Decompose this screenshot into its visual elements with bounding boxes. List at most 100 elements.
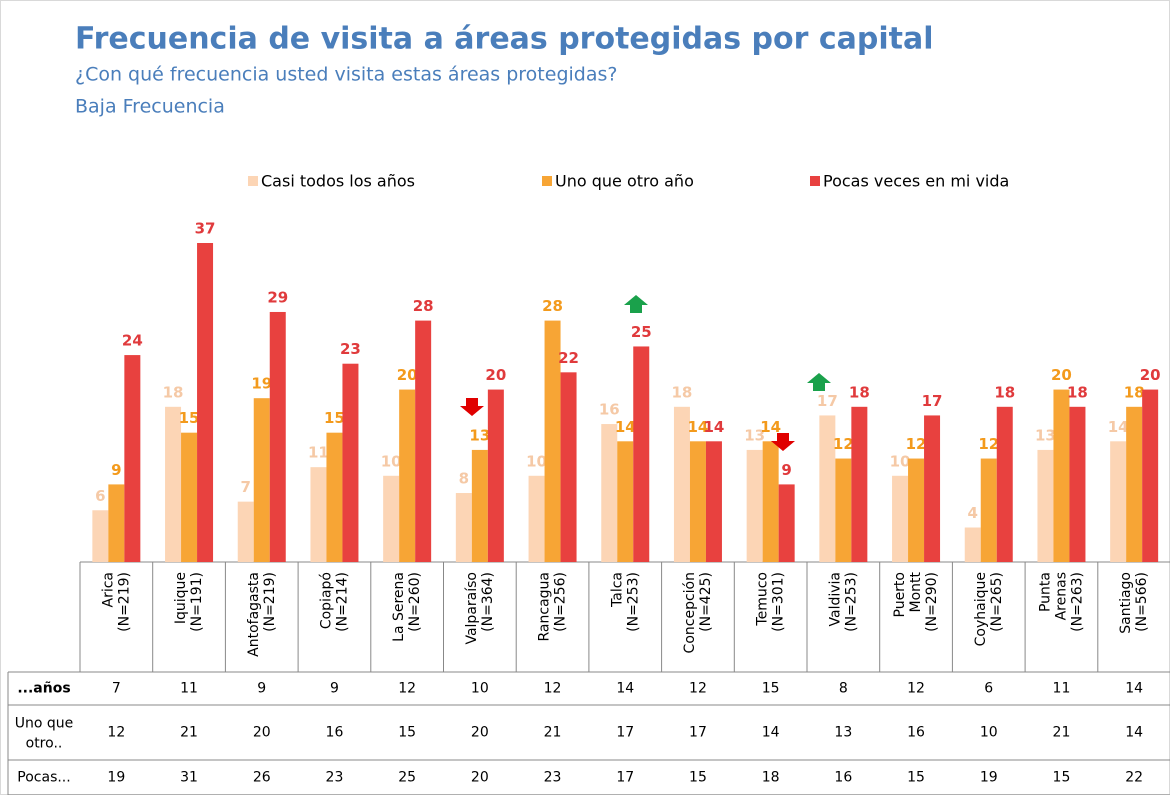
- value-label: 19: [251, 375, 272, 393]
- x-tick-label: (N=566): [1134, 572, 1150, 632]
- x-tick-label: Arica: [100, 572, 116, 608]
- table-cell: 12: [689, 681, 707, 697]
- row-label: Uno que otro..: [15, 716, 74, 752]
- table-cell: 14: [1125, 681, 1143, 697]
- value-label: 20: [485, 366, 506, 384]
- value-label: 9: [111, 461, 121, 479]
- legend-swatch: [810, 176, 820, 186]
- x-tick-label: (N=214): [334, 572, 350, 632]
- table-cell: 14: [762, 725, 780, 741]
- bar: [237, 501, 254, 562]
- bar: [778, 484, 795, 562]
- value-label: 13: [1035, 426, 1056, 444]
- data-table: ...años 7 11 9 9 12 10 12 14 12 15 8 12 6 11 14 Uno que o…: [7, 671, 1170, 795]
- value-label: 8: [459, 470, 469, 488]
- value-label: 20: [397, 366, 418, 384]
- bar: [1126, 406, 1143, 562]
- bar: [964, 527, 981, 562]
- value-label: 24: [122, 332, 143, 350]
- bar: [1053, 389, 1070, 562]
- x-tick-label: (N=290): [924, 572, 940, 632]
- row-label: ...años: [17, 681, 70, 697]
- chart-title: Frecuencia de visita a áreas protegidas …: [75, 22, 934, 57]
- table-cell: 11: [1053, 681, 1071, 697]
- value-label: 18: [163, 383, 184, 401]
- table-cell: 20: [253, 725, 271, 741]
- table-cell: 6: [984, 681, 993, 697]
- table-cell: 9: [257, 681, 266, 697]
- value-label: 12: [906, 435, 927, 453]
- value-label: 37: [195, 220, 216, 238]
- x-tick-label: (N=301): [771, 572, 787, 632]
- bar: [835, 458, 852, 562]
- table-cell: 19: [980, 770, 998, 786]
- x-tick-label: Valdivia: [827, 572, 843, 627]
- legend: Casi todos los años Uno que otro año Pocas…: [248, 172, 1009, 191]
- x-tick-label: Talca: [609, 572, 625, 608]
- value-label: 25: [631, 323, 652, 341]
- table-cell: 21: [544, 725, 562, 741]
- bar: [560, 372, 577, 562]
- bar: [197, 243, 214, 562]
- value-label: 7: [241, 478, 251, 496]
- value-label: 12: [833, 435, 854, 453]
- legend-label: Uno que otro año: [555, 172, 694, 191]
- table-cell: 12: [544, 681, 562, 697]
- bar: [415, 320, 432, 562]
- x-tick-label: (N=253): [625, 572, 641, 632]
- table-cell: 7: [112, 681, 121, 697]
- value-label: 29: [267, 288, 288, 306]
- bar: [1037, 449, 1054, 562]
- value-label: 15: [324, 409, 345, 427]
- bar: [689, 441, 706, 562]
- bar: [617, 441, 634, 562]
- legend-label: Casi todos los años: [261, 172, 415, 191]
- bar: [124, 355, 141, 562]
- table-cell: 12: [107, 725, 125, 741]
- value-label: 18: [994, 383, 1015, 401]
- value-label: 20: [1051, 366, 1072, 384]
- bar: [342, 363, 359, 562]
- bar: [705, 441, 722, 562]
- x-tick-label: Concepción: [682, 572, 698, 653]
- table-cell: 16: [834, 770, 852, 786]
- bar: [181, 432, 198, 562]
- bar: [383, 475, 400, 562]
- bar: [544, 320, 561, 562]
- bar: [326, 432, 343, 562]
- bar: [528, 475, 545, 562]
- x-tick-label: (N=263): [1069, 572, 1085, 632]
- table-cell: 21: [1053, 725, 1071, 741]
- value-label: 20: [1140, 366, 1161, 384]
- value-label: 13: [744, 426, 765, 444]
- bar: [310, 467, 327, 562]
- table-cell: 15: [907, 770, 925, 786]
- value-label: 18: [672, 383, 693, 401]
- bar: [471, 449, 488, 562]
- table-cell: 31: [180, 770, 198, 786]
- bar: [1142, 389, 1159, 562]
- value-label: 16: [599, 401, 620, 419]
- table-cell: 8: [839, 681, 848, 697]
- value-label: 14: [760, 418, 781, 436]
- value-label: 18: [1067, 383, 1088, 401]
- table-cell: 13: [834, 725, 852, 741]
- table-cell: 16: [907, 725, 925, 741]
- table-cell: 14: [1125, 725, 1143, 741]
- table-cell: 26: [253, 770, 271, 786]
- table-cell: 12: [907, 681, 925, 697]
- table-cell: 10: [471, 681, 489, 697]
- value-label: 13: [469, 426, 490, 444]
- value-label: 12: [978, 435, 999, 453]
- table-cell: 22: [1125, 770, 1143, 786]
- bar: [673, 406, 690, 562]
- legend-swatch: [248, 176, 258, 186]
- x-tick-label: Coyhaique: [973, 572, 989, 646]
- bar: [762, 441, 779, 562]
- bar: [819, 415, 836, 562]
- x-tick-label: (N=260): [407, 572, 423, 632]
- bar: [633, 346, 650, 562]
